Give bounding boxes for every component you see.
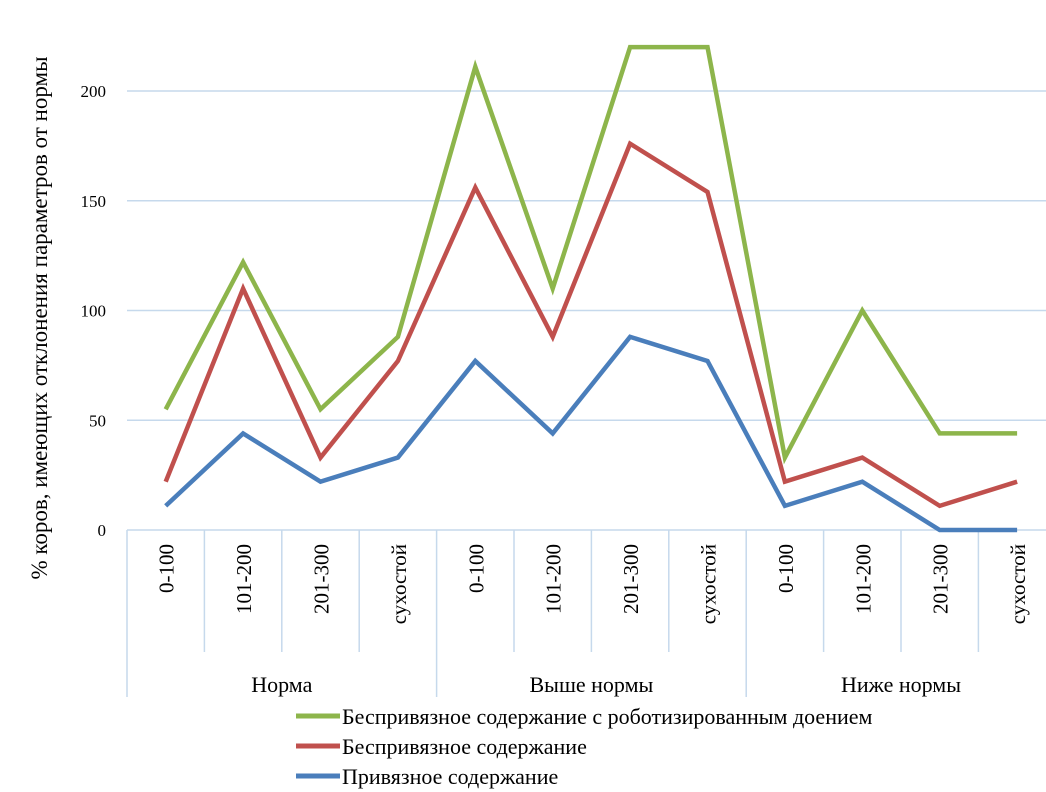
- category-label: 0-100: [464, 544, 488, 593]
- legend-label: Беспривязное содержание: [342, 734, 587, 759]
- group-label: Ниже нормы: [841, 672, 961, 697]
- category-label: 0-100: [155, 544, 179, 593]
- category-label: сухостой: [387, 544, 411, 624]
- series-line: [164, 334, 1018, 533]
- y-tick-label: 150: [81, 192, 107, 211]
- y-tick-label: 200: [81, 82, 107, 101]
- category-label: сухостой: [1006, 544, 1030, 624]
- category-label: сухостой: [697, 544, 721, 624]
- category-label: 201-300: [929, 544, 953, 614]
- y-tick-label: 100: [81, 302, 107, 321]
- category-label: 101-200: [542, 544, 566, 614]
- group-label: Норма: [251, 672, 312, 697]
- category-label: 101-200: [232, 544, 256, 614]
- y-axis-label: % коров, имеющих отклонения параметров о…: [27, 56, 52, 579]
- group-label: Выше нормы: [529, 672, 653, 697]
- category-label: 201-300: [310, 544, 334, 614]
- y-tick-label: 0: [98, 521, 107, 540]
- legend-label: Беспривязное содержание с роботизированн…: [342, 704, 873, 729]
- series-line: [163, 140, 1018, 509]
- category-label: 0-100: [774, 544, 798, 593]
- series-line: [163, 44, 1018, 465]
- category-label: 201-300: [619, 544, 643, 614]
- y-tick-label: 50: [89, 411, 106, 430]
- category-label: 101-200: [851, 544, 875, 614]
- legend-label: Привязное содержание: [342, 764, 558, 789]
